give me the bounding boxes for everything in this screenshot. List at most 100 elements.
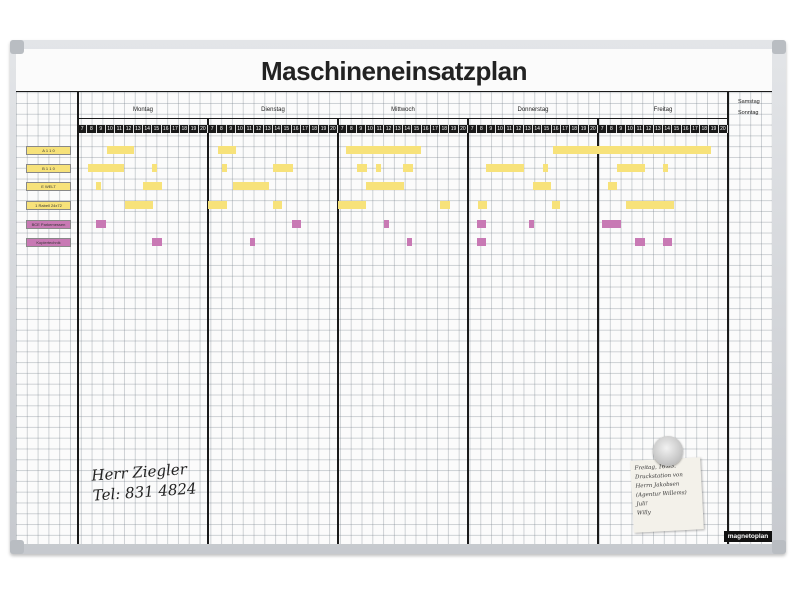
hour-cell: 12 (644, 125, 654, 133)
hour-cell: 12 (514, 125, 524, 133)
schedule-strip (553, 146, 711, 154)
hour-cell: 18 (570, 125, 580, 133)
hour-cell: 9 (97, 125, 106, 133)
hour-cell: 8 (217, 125, 227, 133)
day-separator (337, 118, 339, 544)
hour-cell: 20 (459, 125, 468, 133)
hour-cell: 10 (366, 125, 376, 133)
hour-cell: 10 (106, 125, 116, 133)
schedule-strip (384, 220, 389, 228)
schedule-strip (552, 201, 560, 209)
schedule-strip (152, 164, 157, 172)
schedule-strip (478, 201, 487, 209)
schedule-strip (88, 164, 124, 172)
handwritten-contact: Herr Ziegler Tel: 831 4824 (91, 458, 197, 505)
schedule-strip (96, 220, 106, 228)
schedule-strip (440, 201, 450, 209)
day-label-montag: Montag (132, 107, 153, 113)
hour-cell: 17 (171, 125, 181, 133)
schedule-strip (366, 182, 404, 190)
schedule-strip (626, 201, 674, 209)
page-title: Maschineneinsatzplan (261, 56, 527, 86)
hour-cell: 13 (394, 125, 403, 133)
row-label: E WELT (26, 182, 71, 191)
hour-cell: 10 (626, 125, 636, 133)
day-separator (727, 91, 729, 544)
schedule-strip (233, 182, 269, 190)
schedule-strip (403, 164, 413, 172)
schedule-strip (486, 164, 524, 172)
schedule-strip (407, 238, 412, 246)
schedule-strip (533, 182, 551, 190)
hour-cell: 16 (422, 125, 431, 133)
row-label: A 1 1 0 (26, 146, 71, 155)
schedule-strip (273, 164, 293, 172)
hour-cell: 14 (273, 125, 283, 133)
hour-cell: 8 (347, 125, 357, 133)
hour-cell: 7 (338, 125, 348, 133)
row-label: BCE Parkemessen (26, 220, 71, 229)
frame-corner (10, 40, 24, 54)
brand-logo: magnetoplan (724, 531, 772, 542)
hour-cell: 15 (672, 125, 682, 133)
schedule-strip (152, 238, 162, 246)
schedule-strip (107, 146, 134, 154)
schedule-strip (635, 238, 645, 246)
schedule-strip (338, 201, 366, 209)
hour-cell: 16 (552, 125, 561, 133)
hour-cell: 19 (709, 125, 719, 133)
hour-cell: 13 (264, 125, 273, 133)
day-separator (77, 91, 79, 544)
hour-strip: 7 8 9 10 11 12 13 14 15 16 17 18 19 20 7 8 9 10 11 12 13 14 15… (78, 125, 728, 133)
frame-corner (10, 540, 24, 554)
header-band (16, 49, 772, 91)
hour-cell: 7 (598, 125, 608, 133)
sticky-note: Freitag, 16.03. Druckstation von Herrn J… (630, 457, 704, 533)
hour-cell: 15 (282, 125, 292, 133)
hour-cell: 20 (589, 125, 598, 133)
hour-cell: 19 (319, 125, 329, 133)
hour-cell: 16 (682, 125, 691, 133)
frame-corner (772, 540, 786, 554)
hour-cell: 17 (691, 125, 701, 133)
hour-cell: 11 (375, 125, 385, 133)
day-label-freitag: Freitag (653, 107, 673, 113)
hour-cell: 16 (292, 125, 301, 133)
hour-cell: 16 (162, 125, 171, 133)
day-label-donnerstag: Donnerstag (517, 107, 549, 113)
hour-cell: 14 (663, 125, 673, 133)
hour-cell: 17 (301, 125, 311, 133)
schedule-strip (376, 164, 381, 172)
day-separator (597, 118, 599, 544)
hour-cell: 10 (496, 125, 506, 133)
hour-cell: 7 (468, 125, 478, 133)
hour-cell: 10 (236, 125, 246, 133)
schedule-strip (273, 201, 282, 209)
hour-cell: 13 (654, 125, 663, 133)
hour-cell: 20 (199, 125, 208, 133)
hour-cell: 18 (180, 125, 190, 133)
row-label: B 1 1 0 (26, 164, 71, 173)
day-separator (467, 118, 469, 544)
schedule-strip (663, 164, 668, 172)
hour-cell: 8 (87, 125, 97, 133)
row-label: 1 Rabell 24x72 (26, 201, 71, 210)
day-divider (78, 118, 728, 120)
hour-cell: 12 (384, 125, 394, 133)
hour-cell: 19 (449, 125, 459, 133)
schedule-strip (208, 201, 227, 209)
hour-cell: 17 (431, 125, 441, 133)
hour-cell: 12 (254, 125, 264, 133)
frame-corner (772, 40, 786, 54)
hour-cell: 9 (617, 125, 626, 133)
note-line: Willy (636, 509, 652, 517)
hour-cell: 11 (635, 125, 645, 133)
hour-cell: 8 (477, 125, 487, 133)
schedule-strip (125, 201, 153, 209)
hour-cell: 11 (245, 125, 255, 133)
hour-cell: 15 (152, 125, 162, 133)
schedule-strip (222, 164, 227, 172)
schedule-strip (477, 238, 486, 246)
hour-cell: 11 (115, 125, 125, 133)
schedule-strip (143, 182, 162, 190)
